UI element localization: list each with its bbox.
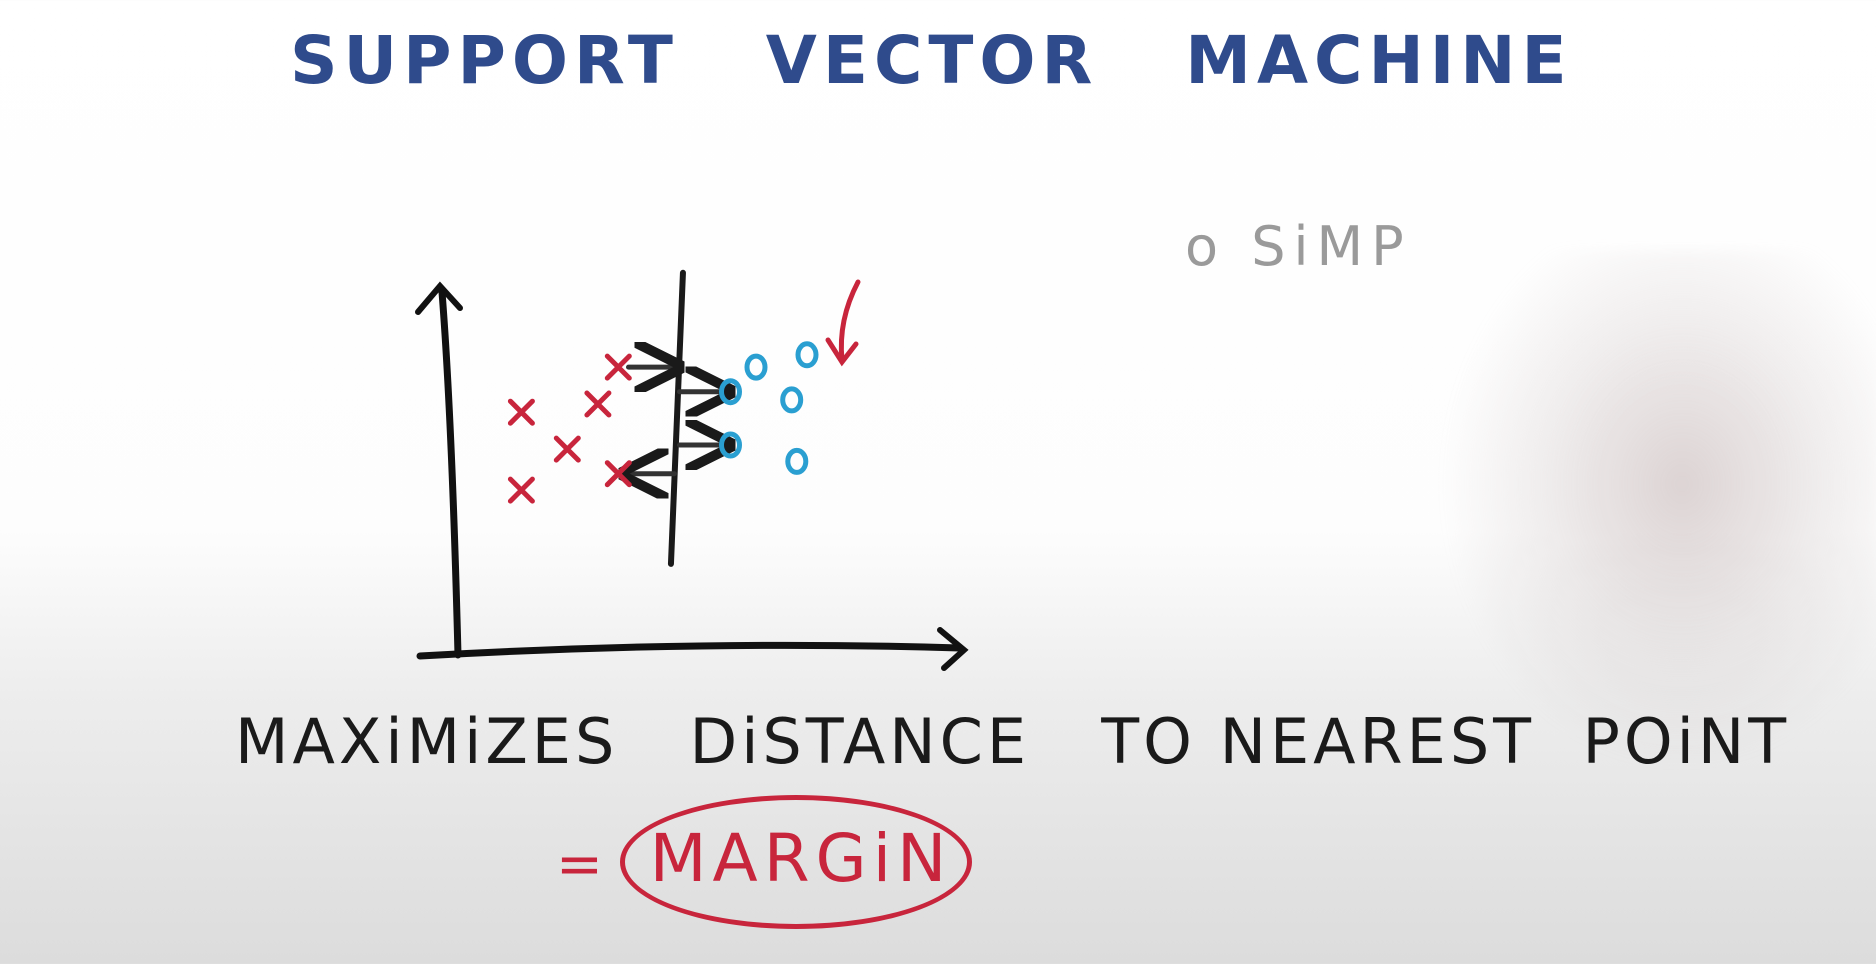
side-note: o SiMP [1185,215,1412,278]
caption-text: MAXiMiZES DiSTANCE TO NEAREST POiNT [235,705,1791,778]
data-point-x [507,476,535,504]
data-point-o [719,431,742,459]
data-point-x [507,398,535,426]
equals-sign: = [556,832,603,897]
hand-shadow [1440,250,1876,770]
x-axis-arrowhead [937,627,969,671]
margin-highlight-oval [620,795,972,929]
x-axis [416,641,964,660]
y-axis-arrowhead [415,281,463,315]
data-point-o [719,378,742,406]
data-point-x [604,353,632,381]
boundary-pointer-arrow [838,279,861,363]
decision-boundary-line [667,269,686,567]
data-point-o [744,353,768,381]
boundary-pointer-arrowhead [825,337,859,367]
data-point-o [785,447,809,475]
data-point-x [584,390,612,418]
margin-label: MARGiN [649,820,953,897]
data-point-o [780,386,804,414]
data-point-x [553,435,581,463]
y-axis [438,288,462,659]
data-point-o [795,341,819,369]
data-point-x [604,460,632,488]
